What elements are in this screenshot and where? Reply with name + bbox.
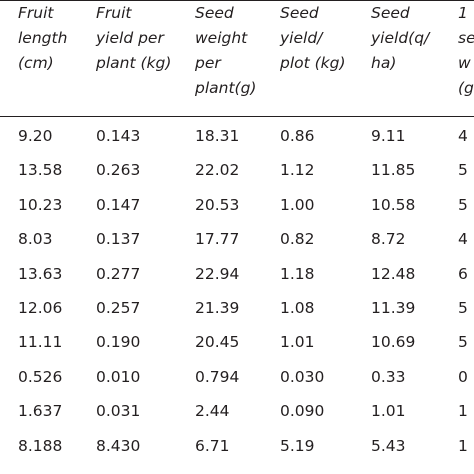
cell-seed-yield-q-ha: 10.69 [371, 333, 416, 352]
header-seed-yield-q-ha: Seed yield(q/ ha) [371, 4, 430, 72]
cell-fruit-yield-per-plant: 0.263 [96, 161, 141, 180]
cell-test-seed-weight: 5 [458, 299, 468, 317]
cell-fruit-yield-per-plant: 0.147 [96, 195, 141, 214]
cell-seed-weight-per-plant: 2.44 [195, 402, 230, 421]
cell-seed-weight-per-plant: 20.53 [195, 195, 240, 214]
cell-seed-yield-q-ha: 12.48 [371, 264, 416, 283]
cell-fruit-length: 12.06 [18, 299, 63, 317]
cell-test-seed-weight: 5 [458, 195, 468, 214]
cell-seed-yield-q-ha: 0.33 [371, 367, 406, 386]
cell-fruit-length: 8.03 [18, 230, 53, 249]
cell-seed-yield-q-ha: 1.01 [371, 402, 406, 421]
cell-test-seed-weight: 0 [458, 367, 468, 386]
cell-seed-yield-per-plot: 1.08 [280, 299, 315, 317]
cell-seed-yield-per-plot: 1.18 [280, 264, 315, 283]
cell-test-seed-weight: 4 [458, 230, 468, 249]
header-fruit-yield-per-plant: Fruit yield per plant (kg) [96, 4, 172, 72]
cell-fruit-length: 13.58 [18, 161, 63, 180]
cell-test-seed-weight: 6 [458, 264, 468, 283]
cell-seed-yield-per-plot: 0.090 [280, 402, 325, 421]
cell-seed-yield-q-ha: 5.43 [371, 436, 406, 455]
cell-seed-yield-per-plot: 1.00 [280, 195, 315, 214]
cell-fruit-yield-per-plant: 0.257 [96, 299, 141, 317]
cell-fruit-length: 10.23 [18, 195, 63, 214]
cell-test-seed-weight: 5 [458, 333, 468, 352]
cell-seed-weight-per-plant: 18.31 [195, 127, 240, 145]
header-fruit-length: Fruit length (cm) [18, 4, 68, 72]
cell-fruit-length: 0.526 [18, 367, 63, 386]
cell-test-seed-weight: 1 [458, 436, 468, 455]
cell-seed-yield-per-plot: 0.86 [280, 127, 315, 145]
cell-seed-weight-per-plant: 21.39 [195, 299, 240, 317]
cell-fruit-yield-per-plant: 0.143 [96, 127, 141, 145]
cell-fruit-yield-per-plant: 0.190 [96, 333, 141, 352]
cell-seed-yield-per-plot: 0.82 [280, 230, 315, 249]
cell-fruit-length: 8.188 [18, 436, 63, 455]
cell-fruit-yield-per-plant: 0.277 [96, 264, 141, 283]
cell-fruit-length: 11.11 [18, 333, 63, 352]
cell-seed-yield-q-ha: 8.72 [371, 230, 406, 249]
cell-test-seed-weight: 1 [458, 402, 468, 421]
cell-fruit-length: 13.63 [18, 264, 63, 283]
header-seed-yield-per-plot: Seed yield/ plot (kg) [280, 4, 346, 72]
cell-seed-weight-per-plant: 22.02 [195, 161, 240, 180]
cell-fruit-yield-per-plant: 0.031 [96, 402, 141, 421]
cell-seed-yield-q-ha: 11.39 [371, 299, 416, 317]
cell-fruit-yield-per-plant: 8.430 [96, 436, 141, 455]
cell-seed-yield-per-plot: 0.030 [280, 367, 325, 386]
header-seed-weight-per-plant: Seed weight per plant(g) [195, 4, 257, 97]
cell-fruit-yield-per-plant: 0.137 [96, 230, 141, 249]
cell-seed-yield-q-ha: 9.11 [371, 127, 406, 145]
header-test-seed-weight: 1 se w (g [458, 4, 474, 97]
cell-fruit-length: 9.20 [18, 127, 53, 145]
cell-fruit-yield-per-plant: 0.010 [96, 367, 141, 386]
cell-seed-yield-per-plot: 5.19 [280, 436, 315, 455]
cell-seed-yield-q-ha: 10.58 [371, 195, 416, 214]
cell-test-seed-weight: 4 [458, 127, 468, 145]
cell-seed-yield-per-plot: 1.01 [280, 333, 315, 352]
cell-seed-weight-per-plant: 17.77 [195, 230, 240, 249]
cell-seed-weight-per-plant: 0.794 [195, 367, 240, 386]
cell-seed-weight-per-plant: 20.45 [195, 333, 240, 352]
cell-fruit-length: 1.637 [18, 402, 63, 421]
cell-seed-weight-per-plant: 22.94 [195, 264, 240, 283]
header-rule [0, 116, 474, 117]
cell-seed-weight-per-plant: 6.71 [195, 436, 230, 455]
table-top-rule [0, 0, 474, 1]
cell-test-seed-weight: 5 [458, 161, 468, 180]
cell-seed-yield-q-ha: 11.85 [371, 161, 416, 180]
cell-seed-yield-per-plot: 1.12 [280, 161, 315, 180]
